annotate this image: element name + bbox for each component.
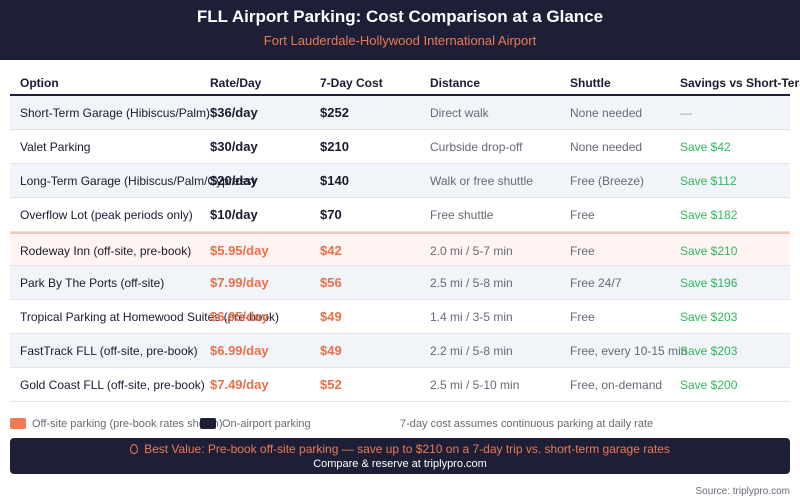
cost-value: $49 [320, 343, 342, 358]
option-name: FastTrack FLL (off-site, pre-book) [20, 344, 198, 358]
cost-value: $49 [320, 309, 342, 324]
table-row: Short-Term Garage (Hibiscus/Palm) $36/da… [10, 96, 790, 130]
column-header-cost: 7-Day Cost [320, 76, 383, 90]
cost-value: $140 [320, 173, 349, 188]
banner-cta: Compare & reserve at triplypro.com [313, 458, 487, 470]
distance-value: 2.2 mi / 5-8 min [430, 344, 513, 358]
rate-value: $7.49/day [210, 377, 269, 392]
page-subtitle: Fort Lauderdale-Hollywood International … [263, 33, 537, 48]
table-row: Tropical Parking at Homewood Suites (pre… [10, 300, 790, 334]
table-header: Option Rate/Day 7-Day Cost Distance Shut… [10, 72, 800, 96]
option-name: Short-Term Garage (Hibiscus/Palm) [20, 106, 211, 120]
legend-note: 7-day cost assumes continuous parking at… [400, 418, 654, 430]
best-value-banner: Best Value: Pre-book off-site parking — … [10, 438, 790, 474]
cost-value: $252 [320, 105, 349, 120]
source-credit: Source: triplypro.com [695, 486, 790, 497]
savings-value: Save $200 [680, 378, 738, 392]
savings-value: Save $210 [680, 244, 738, 258]
distance-value: 2.0 mi / 5-7 min [430, 244, 513, 258]
shuttle-value: Free [570, 310, 595, 324]
cost-value: $70 [320, 207, 342, 222]
savings-value: Save $203 [680, 310, 738, 324]
banner-headline: Best Value: Pre-book off-site parking — … [144, 442, 670, 456]
legend: Off-site parking (pre-book rates shown) … [10, 418, 790, 432]
rate-value: $6.95/day [210, 309, 269, 324]
column-header-savings: Savings vs Short-Term [680, 76, 800, 90]
page-title: FLL Airport Parking: Cost Comparison at … [196, 7, 604, 26]
option-name: Overflow Lot (peak periods only) [20, 208, 193, 222]
rate-value: $6.99/day [210, 343, 269, 358]
shuttle-value: Free (Breeze) [570, 174, 645, 188]
offsite-legend-label: Off-site parking (pre-book rates shown) [32, 418, 223, 430]
column-header-shuttle: Shuttle [570, 76, 611, 90]
distance-value: Direct walk [430, 106, 489, 120]
distance-value: 2.5 mi / 5-8 min [430, 276, 513, 290]
savings-value: — [680, 106, 692, 120]
table-row: Valet Parking $30/day $210 Curbside drop… [10, 130, 790, 164]
cost-value: $52 [320, 377, 342, 392]
column-header-rate: Rate/Day [210, 76, 262, 90]
page-header: FLL Airport Parking: Cost Comparison at … [0, 0, 800, 60]
rate-value: $10/day [210, 207, 258, 222]
option-name: Gold Coast FLL (off-site, pre-book) [20, 378, 205, 392]
shuttle-value: None needed [570, 106, 643, 120]
savings-value: Save $42 [680, 140, 731, 154]
rate-value: $20/day [210, 173, 258, 188]
shuttle-value: None needed [570, 140, 643, 154]
table-row: Overflow Lot (peak periods only) $10/day… [10, 198, 790, 232]
savings-value: Save $203 [680, 344, 738, 358]
option-name: Valet Parking [20, 140, 91, 154]
distance-value: Free shuttle [430, 208, 494, 222]
rate-value: $5.95/day [210, 243, 269, 258]
column-header-distance: Distance [430, 76, 481, 90]
cost-value: $42 [320, 243, 342, 258]
option-name: Long-Term Garage (Hibiscus/Palm/Cypress) [20, 174, 256, 188]
distance-value: Curbside drop-off [430, 140, 523, 154]
distance-value: 1.4 mi / 3-5 min [430, 310, 513, 324]
table-row: Park By The Ports (off-site) $7.99/day $… [10, 266, 790, 300]
onairport-legend-label: On-airport parking [222, 418, 311, 430]
option-name: Rodeway Inn (off-site, pre-book) [20, 244, 192, 258]
distance-value: Walk or free shuttle [430, 174, 533, 188]
rate-value: $30/day [210, 139, 258, 154]
column-header-option: Option [20, 76, 59, 90]
offsite-legend-swatch [10, 418, 26, 429]
option-name: Park By The Ports (off-site) [20, 276, 165, 290]
option-name: Tropical Parking at Homewood Suites (pre… [20, 310, 280, 324]
distance-value: 2.5 mi / 5-10 min [430, 378, 520, 392]
shuttle-value: Free 24/7 [570, 276, 622, 290]
cost-value: $56 [320, 275, 342, 290]
shuttle-value: Free [570, 208, 595, 222]
savings-value: Save $182 [680, 208, 738, 222]
cost-value: $210 [320, 139, 349, 154]
rate-value: $7.99/day [210, 275, 269, 290]
onairport-legend-swatch [200, 418, 216, 429]
map-pin-icon [130, 444, 139, 454]
savings-value: Save $196 [680, 276, 738, 290]
savings-value: Save $112 [680, 174, 737, 188]
table-row: Gold Coast FLL (off-site, pre-book) $7.4… [10, 368, 790, 402]
table-row: Long-Term Garage (Hibiscus/Palm/Cypress)… [10, 164, 790, 198]
shuttle-value: Free [570, 244, 595, 258]
shuttle-value: Free, every 10-15 min [570, 344, 688, 358]
shuttle-value: Free, on-demand [570, 378, 663, 392]
table-row: Rodeway Inn (off-site, pre-book) $5.95/d… [10, 232, 790, 266]
comparison-table: Option Rate/Day 7-Day Cost Distance Shut… [10, 72, 800, 402]
table-row: FastTrack FLL (off-site, pre-book) $6.99… [10, 334, 790, 368]
rate-value: $36/day [210, 105, 258, 120]
